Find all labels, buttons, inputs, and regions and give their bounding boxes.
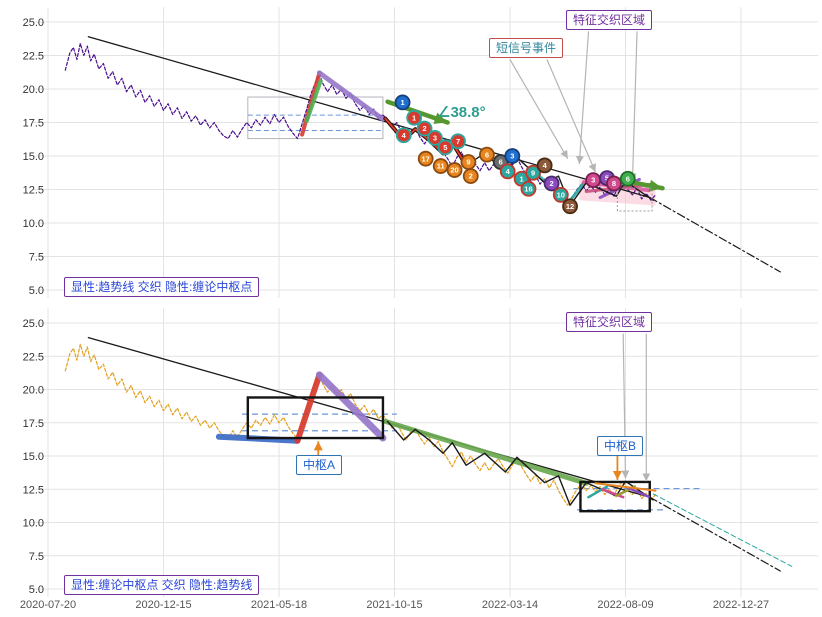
svg-text:6: 6: [499, 158, 503, 167]
legend-note-bottom: 显性:缠论中枢点 交织 隐性:趋势线: [64, 575, 260, 595]
svg-text:5: 5: [605, 174, 609, 183]
y-tick-label: 20.0: [23, 385, 44, 397]
numbered-marker: 11: [432, 158, 449, 174]
numbered-marker: 3: [585, 172, 602, 189]
numbered-marker: 3: [427, 130, 443, 146]
y-tick-label: 12.5: [23, 185, 44, 197]
svg-text:10: 10: [557, 190, 565, 199]
y-tick-label: 25.0: [23, 17, 44, 29]
svg-text:7: 7: [456, 137, 460, 146]
y-tick-label: 20.0: [23, 84, 44, 96]
x-tick-label: 2022-08-09: [597, 599, 653, 611]
y-tick-label: 15.0: [23, 451, 44, 463]
svg-text:4: 4: [402, 131, 407, 140]
numbered-marker: 16: [520, 180, 537, 197]
numbered-marker: 6: [478, 146, 495, 163]
svg-text:1: 1: [519, 174, 523, 183]
y-tick-label: 22.5: [23, 351, 44, 363]
numbered-marker: 1: [406, 109, 423, 126]
y-tick-label: 15.0: [23, 151, 44, 163]
svg-text:16: 16: [524, 184, 532, 193]
y-tick-label: 7.5: [29, 551, 44, 563]
numbered-marker: 2: [543, 175, 560, 192]
svg-text:9: 9: [531, 168, 535, 177]
svg-text:9: 9: [466, 158, 470, 167]
numbered-marker: 4: [499, 163, 516, 180]
svg-text:5: 5: [443, 143, 447, 152]
svg-text:6: 6: [485, 150, 489, 159]
svg-text:8: 8: [612, 179, 616, 188]
legend-note-top: 显性:趋势线 交织 隐性:缠论中枢点: [64, 277, 260, 297]
svg-text:4: 4: [506, 167, 511, 176]
y-tick-label: 22.5: [23, 51, 44, 63]
svg-text:1: 1: [400, 98, 404, 107]
svg-text:4: 4: [543, 161, 548, 170]
pivot-b-callout: 中枢B: [597, 436, 644, 456]
x-tick-label: 2020-07-20: [20, 599, 76, 611]
y-tick-label: 10.0: [23, 218, 44, 230]
y-tick-label: 7.5: [29, 252, 44, 264]
x-tick-label: 2022-03-14: [482, 599, 538, 611]
y-tick-label: 5.0: [29, 584, 44, 596]
x-tick-label: 2021-10-15: [366, 599, 422, 611]
svg-text:2: 2: [422, 124, 426, 133]
numbered-marker: 4: [536, 157, 553, 174]
svg-text:2: 2: [549, 179, 553, 188]
numbered-marker: 2: [462, 168, 479, 185]
numbered-marker: 7: [450, 133, 466, 150]
numbered-marker: 10: [552, 186, 569, 203]
y-tick-label: 17.5: [23, 418, 44, 430]
numbered-marker: 20: [446, 162, 463, 178]
y-tick-label: 25.0: [23, 318, 44, 330]
angle-label: ∠38.8°: [437, 104, 486, 121]
numbered-marker: 9: [525, 164, 541, 181]
svg-text:20: 20: [450, 166, 458, 175]
svg-text:6: 6: [626, 174, 630, 183]
numbered-marker: 9: [460, 154, 477, 170]
numbered-marker: 12: [562, 198, 578, 215]
numbered-marker: 2: [416, 120, 433, 137]
y-tick-label: 10.0: [23, 518, 44, 530]
bottom-panel-chart: 25.0 22.5 20.0 17.5 15.0 12.5 10.0 7.5 5.0 2020-0…: [20, 308, 818, 611]
numbered-marker: 5: [437, 139, 454, 156]
numbered-marker: 3: [504, 148, 521, 164]
feature-zone-callout-bottom: 特征交织区域: [566, 312, 653, 332]
svg-text:1: 1: [412, 113, 416, 122]
svg-text:3: 3: [510, 152, 514, 161]
numbered-marker: 17: [417, 150, 434, 167]
svg-text:2: 2: [469, 172, 473, 181]
x-tick-label: 2021-05-18: [251, 599, 307, 611]
numbered-marker: 6: [619, 170, 636, 187]
numbered-marker: 8: [606, 175, 622, 192]
svg-text:3: 3: [433, 134, 437, 143]
y-tick-label: 5.0: [29, 285, 44, 297]
numbered-marker: 1: [394, 94, 411, 111]
svg-text:3: 3: [591, 176, 595, 185]
numbered-marker: 4: [395, 127, 412, 144]
pivot-a-callout: 中枢A: [296, 455, 343, 475]
svg-text:12: 12: [566, 202, 574, 211]
short-signal-callout: 短信号事件: [489, 38, 564, 58]
y-tick-label: 17.5: [23, 118, 44, 130]
x-tick-label: 2020-12-15: [135, 599, 191, 611]
x-tick-label: 2022-12-27: [713, 599, 769, 611]
svg-text:17: 17: [422, 154, 430, 163]
y-tick-label: 12.5: [23, 484, 44, 496]
feature-zone-callout-top: 特征交织区域: [566, 10, 653, 30]
svg-text:11: 11: [437, 162, 445, 171]
